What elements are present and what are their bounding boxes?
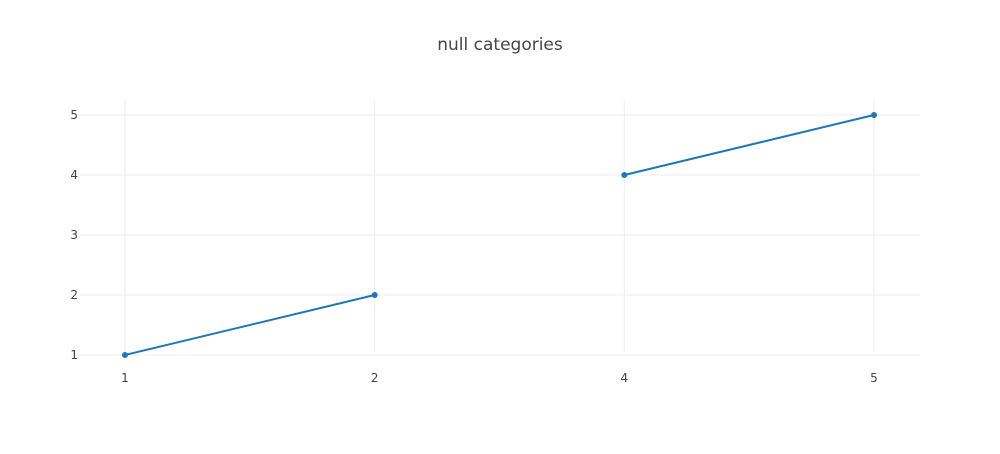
- series-layer: [122, 112, 877, 358]
- y-tick-label: 4: [70, 168, 78, 182]
- data-point[interactable]: [871, 112, 877, 118]
- y-tick-label: 5: [70, 108, 78, 122]
- grid: [80, 100, 920, 356]
- x-tick-label: 1: [121, 371, 129, 385]
- axes: 1 2 4 5 1 2 3 4 5: [70, 108, 877, 385]
- series-line-segment: [623, 114, 875, 176]
- y-tick-label: 2: [70, 288, 78, 302]
- series: [122, 112, 877, 358]
- data-point[interactable]: [122, 352, 128, 358]
- x-tick-label: 2: [371, 371, 379, 385]
- chart-title: null categories: [437, 35, 563, 55]
- series-line-segment: [124, 294, 376, 356]
- y-tick-label: 1: [70, 348, 78, 362]
- x-tick-label: 4: [621, 371, 629, 385]
- y-tick-label: 3: [70, 228, 78, 242]
- x-tick-label: 5: [870, 371, 878, 385]
- data-point[interactable]: [371, 292, 378, 298]
- data-point[interactable]: [621, 172, 628, 178]
